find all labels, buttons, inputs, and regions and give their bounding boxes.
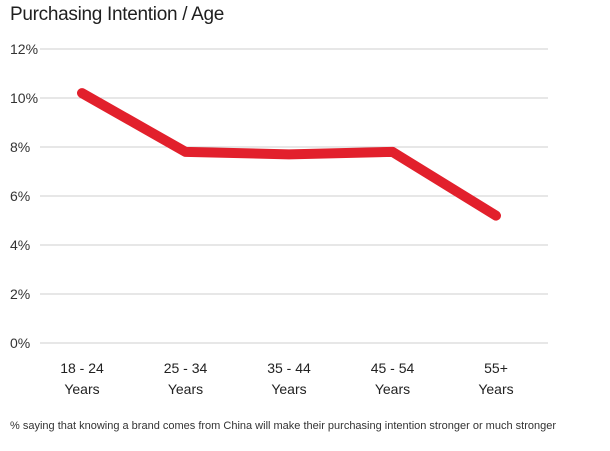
x-tick-label: 55+ Years xyxy=(478,360,513,397)
x-tick-label: 18 - 24 Years xyxy=(60,360,104,397)
data-point xyxy=(81,92,83,94)
data-point xyxy=(185,151,186,153)
y-tick-label: 12% xyxy=(10,41,38,57)
data-point xyxy=(495,215,497,217)
y-tick-label: 10% xyxy=(10,90,38,106)
line-chart: 0% 2% 4% 6% 8% 10% 12% 18 - 24 Years 25 - 34 Year… xyxy=(10,41,548,397)
y-axis: 0% 2% 4% 6% 8% 10% 12% xyxy=(10,41,38,351)
y-tick-label: 8% xyxy=(10,139,30,155)
chart-title: Purchasing Intention / Age xyxy=(10,4,225,25)
data-point xyxy=(288,153,290,155)
x-axis: 18 - 24 Years 25 - 34 Years 35 - 44 Years 45 -… xyxy=(60,360,513,397)
data-point xyxy=(392,151,393,153)
plot-area xyxy=(77,88,501,221)
y-tick-label: 4% xyxy=(10,237,30,253)
x-tick-label: 25 - 34 Years xyxy=(164,360,208,397)
chart-footnote: % saying that knowing a brand comes from… xyxy=(10,420,556,432)
y-tick-label: 6% xyxy=(10,188,30,204)
x-tick-label: 45 - 54 Years xyxy=(371,360,415,397)
y-tick-label: 2% xyxy=(10,286,30,302)
x-tick-label: 35 - 44 Years xyxy=(267,360,311,397)
y-tick-label: 0% xyxy=(10,335,30,351)
